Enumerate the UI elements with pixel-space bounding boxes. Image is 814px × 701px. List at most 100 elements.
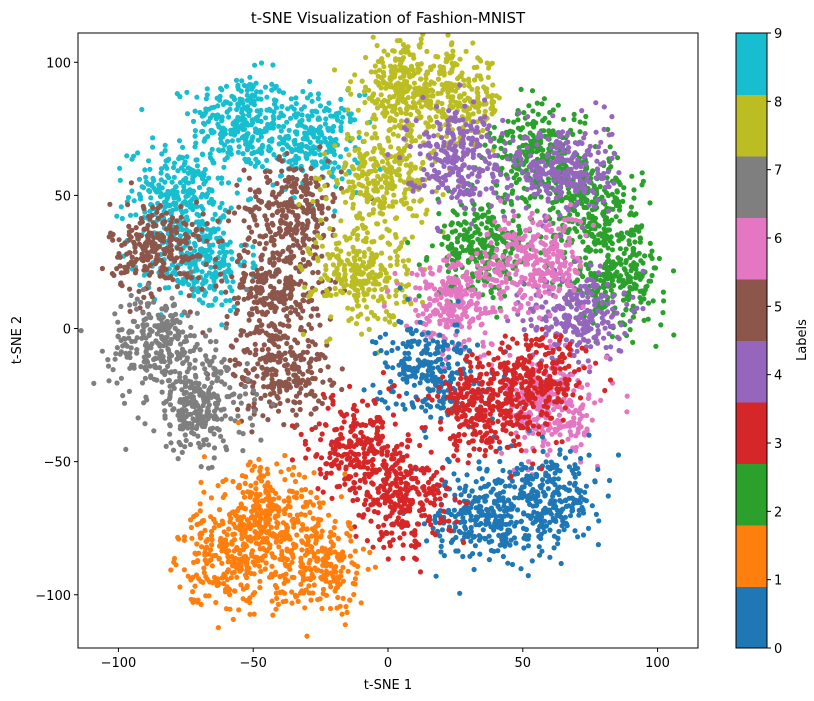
scatter-point — [285, 370, 291, 376]
scatter-point — [286, 127, 292, 133]
scatter-point — [278, 113, 284, 119]
scatter-point — [315, 91, 322, 97]
scatter-point — [247, 187, 253, 193]
scatter-point — [256, 206, 262, 212]
scatter-point — [393, 293, 399, 299]
scatter-point — [344, 136, 350, 142]
scatter-point — [313, 161, 319, 167]
scatter-point — [229, 138, 235, 144]
scatter-point — [141, 317, 147, 323]
scatter-point — [436, 211, 442, 217]
scatter-point — [215, 369, 221, 375]
scatter-point — [396, 122, 402, 129]
scatter-point — [201, 383, 207, 389]
scatter-point — [477, 231, 483, 237]
scatter-point — [591, 189, 597, 195]
scatter-point — [518, 86, 524, 92]
scatter-point — [238, 400, 244, 406]
scatter-point — [254, 108, 260, 114]
scatter-point — [278, 201, 284, 207]
scatter-point — [252, 341, 258, 347]
scatter-point — [323, 116, 329, 122]
scatter-point — [178, 290, 184, 296]
scatter-point — [299, 225, 305, 231]
scatter-point — [486, 65, 492, 71]
scatter-point — [209, 464, 215, 470]
scatter-point — [625, 279, 631, 285]
scatter-point — [591, 271, 597, 277]
scatter-point — [211, 354, 217, 360]
scatter-point — [538, 181, 544, 187]
scatter-point — [441, 111, 447, 117]
scatter-point — [289, 189, 295, 195]
scatter-point — [482, 238, 488, 244]
scatter-point — [129, 329, 135, 335]
scatter-point — [595, 171, 601, 177]
scatter-point — [377, 273, 383, 279]
scatter-point — [235, 114, 241, 120]
scatter-point — [110, 367, 116, 373]
scatter-point — [162, 163, 168, 169]
scatter-point — [259, 144, 265, 150]
scatter-point — [167, 251, 173, 257]
scatter-point — [300, 230, 306, 236]
scatter-point — [356, 181, 362, 187]
scatter-point — [259, 364, 265, 370]
scatter-point — [246, 112, 252, 119]
scatter-point — [153, 338, 159, 344]
scatter-point — [455, 220, 461, 227]
scatter-point — [241, 104, 247, 111]
scatter-point — [235, 137, 241, 143]
scatter-point — [249, 144, 255, 150]
scatter-point — [365, 171, 371, 177]
scatter-point — [280, 146, 286, 152]
scatter-point — [240, 328, 247, 334]
scatter-point — [312, 175, 319, 181]
scatter-point — [176, 319, 182, 325]
scatter-point — [173, 311, 179, 317]
scatter-point — [264, 222, 270, 228]
scatter-point — [158, 166, 165, 172]
scatter-point — [125, 194, 132, 201]
scatter-point — [362, 84, 369, 90]
scatter-point — [178, 238, 184, 244]
scatter-point — [471, 77, 478, 83]
scatter-point — [573, 164, 579, 170]
scatter-point — [188, 324, 194, 330]
scatter-point — [249, 278, 256, 284]
scatter-point — [388, 170, 394, 176]
scatter-point — [148, 374, 154, 381]
scatter-point — [343, 146, 349, 152]
scatter-point — [181, 396, 187, 402]
scatter-point — [369, 135, 375, 141]
scatter-point — [178, 203, 184, 210]
scatter-point — [500, 238, 506, 245]
scatter-point — [566, 177, 573, 183]
scatter-point — [262, 126, 268, 132]
scatter-point — [209, 130, 215, 136]
scatter-point — [269, 220, 275, 226]
scatter-point — [200, 128, 206, 134]
scatter-point — [308, 165, 314, 172]
scatter-point — [605, 169, 611, 175]
scatter-point — [623, 259, 629, 266]
scatter-point — [346, 251, 352, 257]
scatter-point — [298, 327, 304, 333]
scatter-point — [204, 86, 210, 92]
scatter-point — [521, 327, 527, 333]
scatter-point — [537, 175, 544, 181]
scatter-point — [601, 126, 607, 132]
scatter-point — [117, 254, 123, 260]
scatter-point — [582, 195, 588, 201]
chart-title: t-SNE Visualization of Fashion-MNIST — [251, 9, 526, 27]
scatter-point — [204, 248, 210, 254]
scatter-point — [393, 199, 399, 205]
scatter-point — [298, 278, 304, 284]
scatter-point — [339, 176, 345, 182]
scatter-point — [579, 224, 585, 230]
scatter-point — [194, 199, 200, 205]
scatter-point — [163, 338, 169, 344]
scatter-point — [426, 104, 432, 110]
scatter-point — [191, 293, 197, 299]
scatter-point — [173, 200, 179, 206]
